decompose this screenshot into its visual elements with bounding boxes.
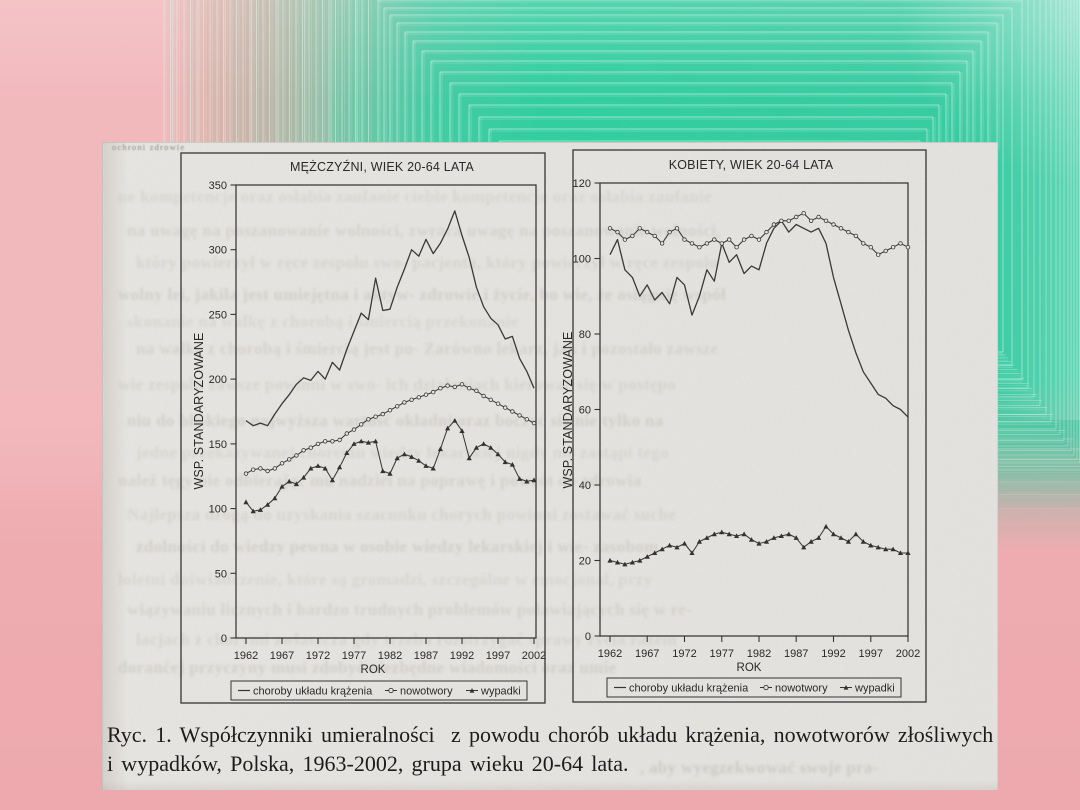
svg-text:250: 250 xyxy=(209,309,227,321)
svg-text:ROK: ROK xyxy=(737,662,762,674)
svg-text:1962: 1962 xyxy=(234,650,258,662)
svg-text:2002: 2002 xyxy=(896,648,920,660)
svg-text:MĘŻCZYŹNI, WIEK 20-64 LATA: MĘŻCZYŹNI, WIEK 20-64 LATA xyxy=(290,159,474,174)
svg-text:20: 20 xyxy=(579,556,591,568)
svg-text:1997: 1997 xyxy=(859,648,883,660)
svg-text:1977: 1977 xyxy=(710,648,734,660)
svg-text:350: 350 xyxy=(209,180,227,192)
svg-text:WSP. STANDARYZOWANE: WSP. STANDARYZOWANE xyxy=(192,332,206,489)
svg-text:1962: 1962 xyxy=(598,648,622,660)
svg-text:choroby układu krążenia: choroby układu krążenia xyxy=(629,683,749,695)
svg-text:WSP. STANDARYZOWANE: WSP. STANDARYZOWANE xyxy=(561,331,575,488)
svg-text:2002: 2002 xyxy=(522,650,546,662)
svg-text:choroby układu krążenia: choroby układu krążenia xyxy=(253,686,373,698)
svg-text:150: 150 xyxy=(209,439,227,451)
svg-text:1987: 1987 xyxy=(414,650,438,662)
svg-text:wypadki: wypadki xyxy=(480,686,521,698)
svg-text:1972: 1972 xyxy=(672,648,696,660)
svg-text:nowotwory: nowotwory xyxy=(775,683,828,695)
svg-text:KOBIETY, WIEK 20-64 LATA: KOBIETY, WIEK 20-64 LATA xyxy=(669,158,834,172)
svg-text:1967: 1967 xyxy=(270,650,294,662)
svg-text:50: 50 xyxy=(215,568,227,580)
svg-text:1972: 1972 xyxy=(306,650,330,662)
svg-text:ROK: ROK xyxy=(361,664,386,676)
svg-text:1992: 1992 xyxy=(821,648,845,660)
svg-text:0: 0 xyxy=(585,631,591,643)
svg-text:1997: 1997 xyxy=(486,650,510,662)
svg-text:80: 80 xyxy=(579,329,591,341)
svg-text:1987: 1987 xyxy=(784,648,808,660)
svg-text:1967: 1967 xyxy=(635,648,659,660)
svg-text:120: 120 xyxy=(573,178,591,190)
svg-text:1977: 1977 xyxy=(342,650,366,662)
svg-text:1982: 1982 xyxy=(747,648,771,660)
svg-text:60: 60 xyxy=(579,405,591,417)
svg-text:0: 0 xyxy=(221,633,227,645)
svg-text:200: 200 xyxy=(209,374,227,386)
svg-text:wypadki: wypadki xyxy=(854,683,895,695)
svg-text:nowotwory: nowotwory xyxy=(400,686,453,698)
svg-text:300: 300 xyxy=(209,245,227,257)
svg-text:100: 100 xyxy=(209,504,227,516)
svg-text:40: 40 xyxy=(579,480,591,492)
svg-text:1992: 1992 xyxy=(450,650,474,662)
svg-text:1982: 1982 xyxy=(378,650,402,662)
svg-text:100: 100 xyxy=(573,254,591,266)
